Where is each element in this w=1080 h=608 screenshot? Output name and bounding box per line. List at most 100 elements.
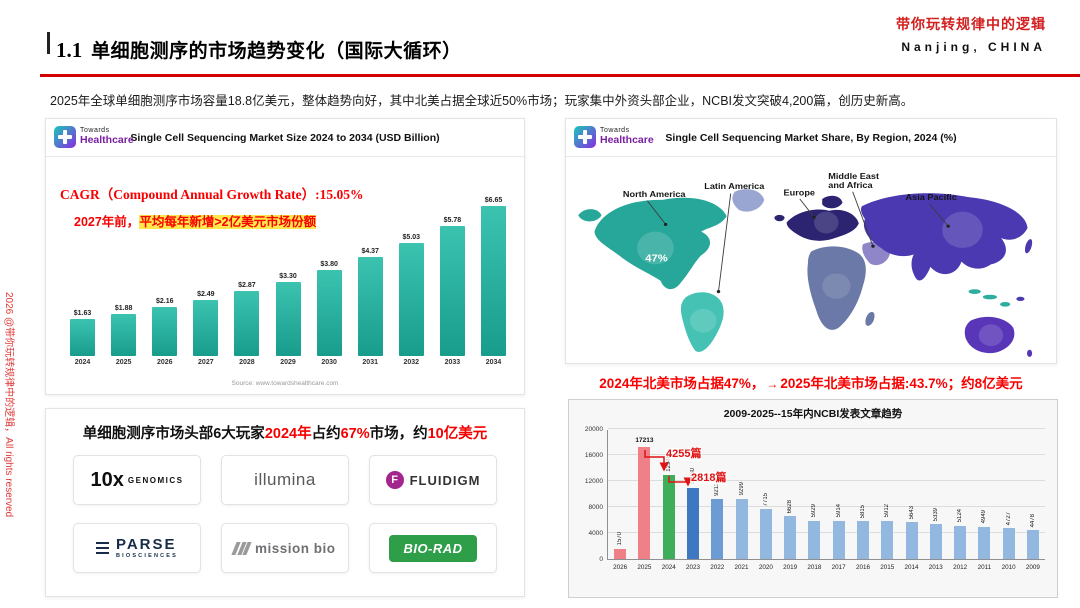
logo-illumina: illumina bbox=[221, 455, 349, 505]
sea-island-region bbox=[968, 289, 981, 294]
x-axis-year-label: 2022 bbox=[710, 564, 725, 571]
bar-value-label: 6628 bbox=[787, 499, 794, 513]
market-size-bar-column: $2.16 2026 bbox=[144, 298, 185, 366]
asia-region bbox=[861, 193, 1028, 275]
map-highlight bbox=[690, 308, 717, 333]
x-axis-year-label: 2013 bbox=[928, 564, 943, 571]
gridline bbox=[608, 428, 1045, 429]
japan-region bbox=[1024, 239, 1033, 254]
market-size-panel: Towards Healthcare Single Cell Sequencin… bbox=[45, 118, 525, 395]
title-accent-bar bbox=[47, 32, 50, 54]
gridline bbox=[608, 454, 1045, 455]
x-axis-year-label: 2033 bbox=[444, 359, 461, 366]
bar-value-label: 5914 bbox=[835, 504, 842, 518]
ncbi-bar bbox=[808, 520, 821, 559]
brand-towards: Towards bbox=[600, 127, 630, 135]
players-title-segment: 单细胞测序市场头部6大玩家 bbox=[82, 426, 265, 442]
brand-words: Towards Healthcare bbox=[80, 127, 134, 146]
market-size-bar-column: $6.65 2034 bbox=[473, 197, 514, 366]
note-2025-share: 2025年北美市场占据:43.7%；约8亿美元 bbox=[780, 376, 1023, 391]
ncbi-bar bbox=[638, 447, 651, 559]
ncbi-bar bbox=[1002, 528, 1015, 559]
y-axis-tick-label: 4000 bbox=[588, 530, 603, 537]
ncbi-bar-column: 6628 2019 bbox=[778, 430, 802, 571]
healthcare-plus-icon bbox=[54, 126, 76, 148]
ncbi-bar bbox=[978, 526, 991, 559]
ncbi-bar-column: 12948 2024 bbox=[657, 430, 681, 571]
ncbi-bar-column: 5914 2017 bbox=[827, 430, 851, 571]
sea-island-region bbox=[982, 294, 998, 300]
chart-source: Source: www.towardshealthcare.com bbox=[231, 380, 339, 387]
tenx-logo-text: 10x bbox=[90, 468, 124, 491]
ncbi-bar bbox=[1026, 529, 1039, 559]
x-axis-year-label: 2014 bbox=[904, 564, 919, 571]
bio-rad-logo-text: BIO-RAD bbox=[389, 534, 477, 562]
label-latin-america: Latin America bbox=[704, 181, 764, 190]
x-axis-year-label: 2030 bbox=[321, 359, 337, 366]
illumina-logo-text: illumina bbox=[254, 470, 316, 489]
x-axis-year-label: 2016 bbox=[855, 564, 870, 571]
x-axis-year-label: 2026 bbox=[156, 359, 173, 366]
x-axis-year-label: 2009 bbox=[1025, 564, 1040, 571]
bar-value-label: $6.65 bbox=[484, 197, 503, 204]
bar-value-label: $2.16 bbox=[155, 298, 174, 306]
location-text: Nanjing, CHINA bbox=[901, 40, 1046, 54]
bar-value-label: 5124 bbox=[957, 509, 964, 523]
x-axis-year-label: 2029 bbox=[280, 359, 296, 366]
logo-fluidigm: F FLUIDIGM bbox=[369, 455, 497, 505]
ncbi-bar-column: 109302023 bbox=[681, 430, 705, 571]
growth-highlight: 平均每年新增>2亿美元市场份额 bbox=[139, 215, 317, 229]
ncbi-bar bbox=[711, 499, 724, 559]
ncbi-bar-column: 5912 2015 bbox=[875, 430, 899, 571]
parse-words: PARSE BIOSCIENCES bbox=[116, 537, 178, 560]
ncbi-bar bbox=[759, 508, 772, 559]
ncbi-annotation-2: 2818篇 bbox=[690, 472, 728, 485]
towards-healthcare-logo: Towards Healthcare bbox=[54, 126, 134, 148]
map-highlight bbox=[814, 211, 839, 234]
mission-bio-slashes-icon bbox=[231, 541, 252, 555]
bar-value-label: $2.87 bbox=[238, 282, 256, 290]
gridline bbox=[608, 532, 1045, 533]
players-title-segment: 10亿美元 bbox=[427, 426, 488, 442]
market-size-bar bbox=[234, 291, 260, 356]
market-size-bar-column: $5.03 2032 bbox=[391, 234, 432, 366]
ncbi-bar bbox=[735, 498, 748, 559]
title-number: 1.1 bbox=[56, 38, 83, 62]
mission-bio-logo-text: mission bio bbox=[254, 540, 336, 556]
label-asia-pacific: Asia Pacific bbox=[906, 192, 957, 201]
x-axis-year-label: 2025 bbox=[115, 359, 132, 366]
growth-prefix: 2027年前， bbox=[74, 215, 140, 229]
parse-lines-icon bbox=[95, 541, 109, 555]
bar-value-label: 5339 bbox=[932, 507, 939, 522]
header-divider bbox=[40, 74, 1080, 77]
bar-value-label: 9211 bbox=[714, 483, 721, 497]
page-title: 1.1 单细胞测序的市场趋势变化（国际大循环） bbox=[56, 28, 462, 65]
bar-value-label: 5912 bbox=[884, 504, 891, 518]
logo-mission-bio: mission bio bbox=[221, 523, 349, 573]
note-2024-share: 2024年北美市场占据47%， bbox=[599, 376, 765, 391]
players-panel: 单细胞测序市场头部6大玩家2024年占约67%市场，约10亿美元 10x GEN… bbox=[45, 408, 525, 597]
new-zealand-region bbox=[1027, 349, 1033, 357]
market-size-bar-column: $5.78 2033 bbox=[432, 217, 473, 366]
bar-value-label: $4.37 bbox=[361, 248, 379, 256]
india-region bbox=[911, 251, 931, 281]
ncbi-bar-column: 1570 2026 bbox=[608, 430, 632, 571]
label-and-africa: and Africa bbox=[828, 181, 872, 190]
bar-value-label: 1570 bbox=[617, 532, 624, 546]
market-size-bar bbox=[480, 206, 506, 356]
bar-value-label: 5815 bbox=[859, 504, 866, 519]
bar-value-label: $2.49 bbox=[197, 290, 215, 298]
bar-value-label: 4949 bbox=[981, 510, 988, 524]
y-axis-tick-label: 8000 bbox=[588, 504, 603, 511]
madagascar-region bbox=[865, 311, 875, 326]
tenx-genomics-text: GENOMICS bbox=[127, 475, 184, 485]
market-size-bar-column: $2.87 2028 bbox=[226, 282, 267, 366]
market-size-bar-column: $1.63 2024 bbox=[62, 310, 103, 366]
market-size-bar bbox=[398, 242, 424, 356]
ncbi-bar-column: 7715 2020 bbox=[754, 430, 778, 572]
x-axis-year-label: 2021 bbox=[734, 564, 749, 571]
ncbi-bar bbox=[832, 520, 845, 559]
header-right: 带你玩转规律中的逻辑 Nanjing, CHINA bbox=[896, 14, 1046, 54]
